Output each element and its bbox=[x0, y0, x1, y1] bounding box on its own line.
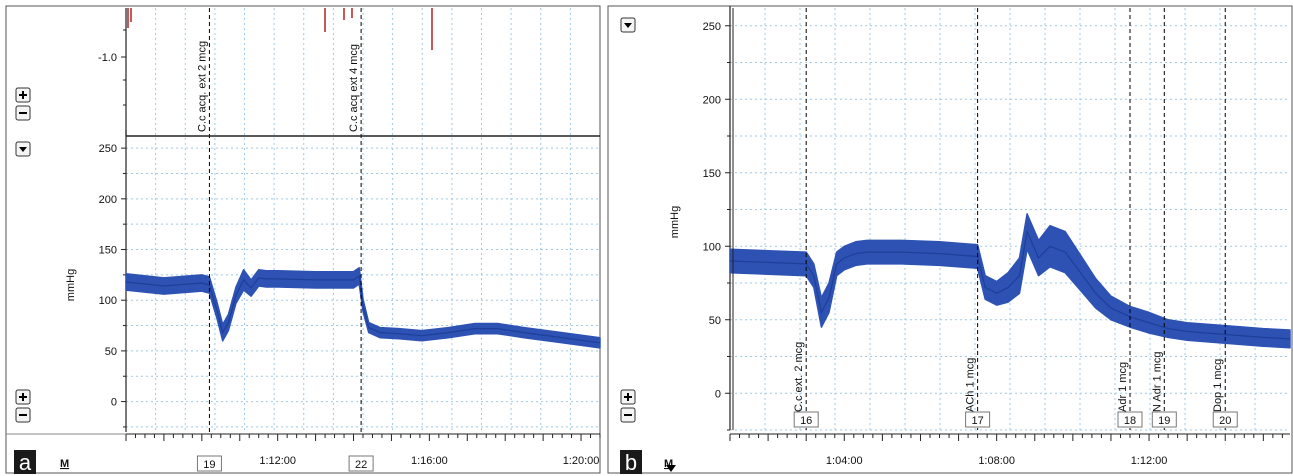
panel-b-marker-num-box-0 bbox=[793, 411, 819, 428]
panel-a-marker-label-0: C.c acq. ext 2 mcg bbox=[196, 41, 208, 132]
panel-a-marker-label-1: C.c acq ext 4 mcg bbox=[348, 44, 360, 132]
panel-letter-box bbox=[14, 450, 36, 474]
panel-letter-1: b bbox=[625, 450, 637, 475]
panel-b-marker-label-0: C.c ext. 2 mcg bbox=[793, 342, 805, 412]
panel-b-y-tick-label: 100 bbox=[703, 241, 721, 253]
panel-a-y-tick-label: 150 bbox=[99, 245, 117, 257]
panel-b-x-tick-label: 1:12:00 bbox=[1131, 455, 1168, 467]
panel-b-marker-num-2: 18 bbox=[1124, 415, 1136, 427]
panel-b-marker-label-3: N Adr 1 mcg bbox=[1151, 351, 1163, 412]
panel-a-x-tick-label: 1:20:00 bbox=[563, 455, 600, 467]
panel-b-marker-label-4: Dop 1 mcg bbox=[1212, 359, 1224, 412]
panel-b-x-tick-label: 1:04:00 bbox=[826, 455, 863, 467]
panel-a-marker-num-0: 19 bbox=[203, 459, 215, 471]
panel-a-x-tick-label: 1:16:00 bbox=[411, 455, 448, 467]
panel-b-series-band-0 bbox=[729, 213, 1291, 349]
panel-a-series-band-0 bbox=[125, 267, 601, 349]
panel-a-x-tick-label: 1:12:00 bbox=[259, 455, 296, 467]
panel-a-marker-num-1: 22 bbox=[355, 459, 367, 471]
panel-a-x-channel-label: M bbox=[60, 458, 69, 470]
panel-a-marker-num-box-1 bbox=[348, 455, 374, 472]
panel-a-y-axis-label: mmHg bbox=[65, 269, 77, 301]
panel-a-y-tick-label: 0 bbox=[111, 397, 117, 409]
panel-a-frame bbox=[5, 5, 601, 474]
panel-b-series-line-0 bbox=[729, 229, 1291, 340]
panel-b-marker-num-box-1 bbox=[965, 411, 991, 428]
panel-letter-box bbox=[620, 450, 642, 474]
chevron-down-icon bbox=[624, 23, 632, 28]
panel-letter-0: a bbox=[19, 450, 32, 475]
panel-b-marker-label-1: ACh 1 mcg bbox=[965, 358, 977, 412]
chevron-down-icon bbox=[19, 147, 27, 152]
panel-a-y-tick-label: 200 bbox=[99, 194, 117, 206]
panel-a-y-tick-label: 100 bbox=[99, 295, 117, 307]
panel-b-marker-num-box-3 bbox=[1151, 411, 1177, 428]
panel-b-zoom-controls bbox=[620, 389, 636, 423]
panel-a-bottom-zoom-controls bbox=[15, 389, 31, 423]
panel-b-marker-label-2: Adr 1 mcg bbox=[1117, 362, 1129, 412]
panel-b-y-tick-label: 50 bbox=[709, 315, 721, 327]
panel-a-marker-num-box-0 bbox=[196, 455, 222, 472]
panel-b-marker-num-box-2 bbox=[1117, 411, 1143, 428]
panel-b-marker-num-1: 17 bbox=[971, 415, 983, 427]
panel-b-marker-num-4: 20 bbox=[1219, 415, 1231, 427]
panel-b-y-tick-label: 0 bbox=[715, 388, 721, 400]
panel-a-y-tick-label: 250 bbox=[99, 143, 117, 155]
panel-b-frame bbox=[607, 5, 1293, 474]
panel-b-x-tick-label: 1:08:00 bbox=[978, 455, 1015, 467]
panel-b-y-tick-label: 250 bbox=[703, 21, 721, 33]
panel-a-top-y-tick-label: -1.0 bbox=[98, 52, 117, 64]
panel-a-y-tick-label: 50 bbox=[105, 346, 117, 358]
panel-b-x-channel-label: M bbox=[664, 458, 673, 470]
panel-b-x-channel-arrow-icon bbox=[666, 465, 676, 472]
panel-a-series-line-0 bbox=[125, 274, 601, 344]
panel-b-y-axis-label: mmHg bbox=[669, 206, 681, 238]
panel-b-marker-num-3: 19 bbox=[1158, 415, 1170, 427]
panel-b-y-tick-label: 150 bbox=[703, 168, 721, 180]
panel-b-marker-num-box-4 bbox=[1212, 411, 1238, 428]
panel-b-y-tick-label: 200 bbox=[703, 94, 721, 106]
panel-a-top-zoom-controls bbox=[15, 87, 31, 121]
panel-b-marker-num-0: 16 bbox=[800, 415, 812, 427]
